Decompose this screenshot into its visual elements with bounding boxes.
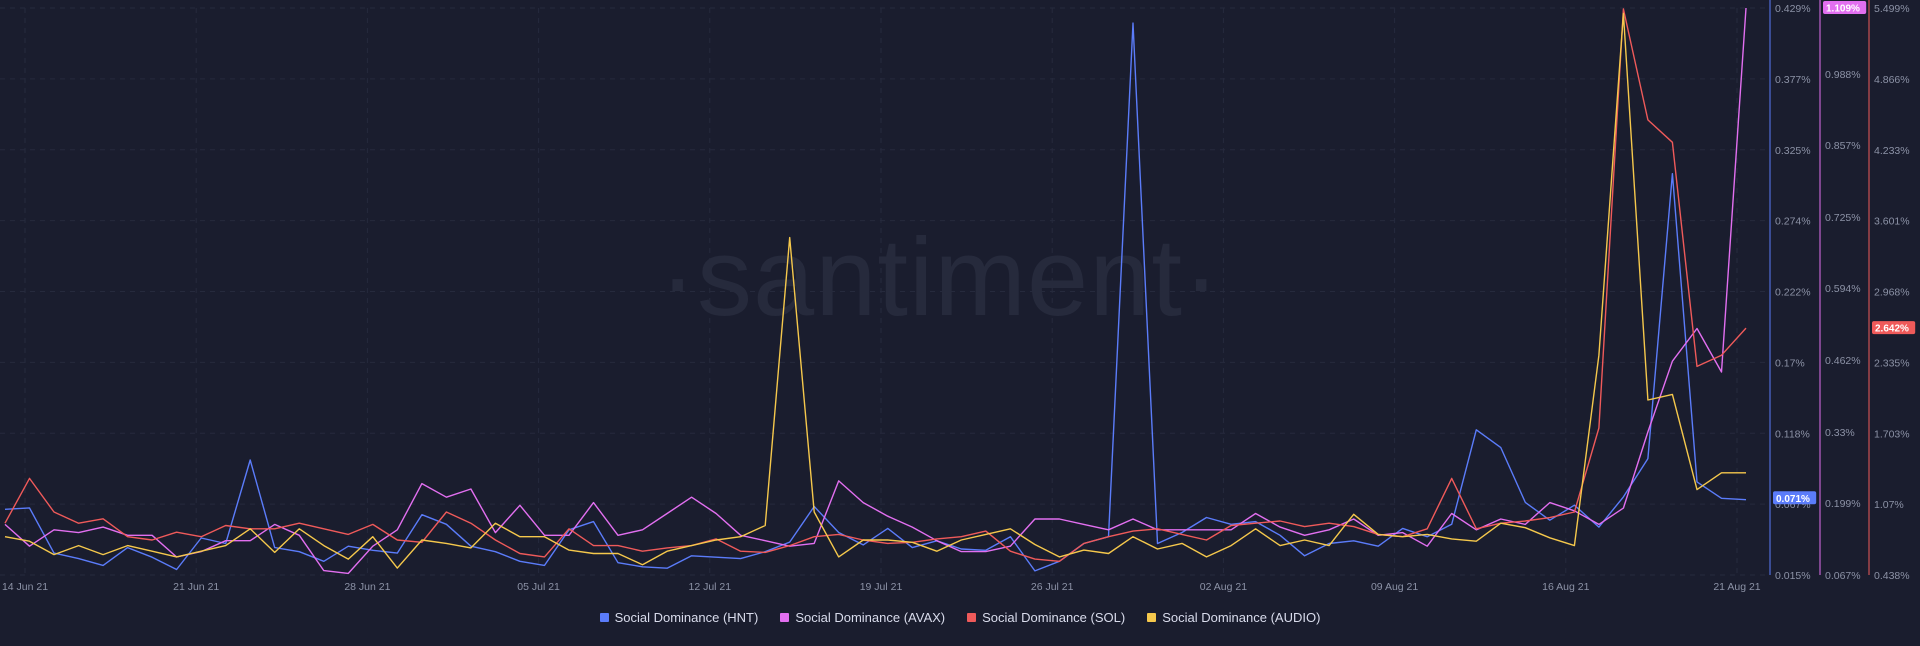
- legend-label: Social Dominance (SOL): [982, 610, 1126, 625]
- legend-label: Social Dominance (HNT): [614, 610, 759, 625]
- current-value-badge-avax: [1823, 1, 1867, 14]
- y-axes: 0.429% 0.377% 0.325% 0.274% 0.222% 0.17% 0.118…: [1769, 0, 1916, 582]
- y-tick-label-sol: 4.233%: [1874, 145, 1910, 157]
- y-tick-label-sol: 3.601%: [1874, 216, 1910, 228]
- current-value-label-avax: 1.109%: [1826, 4, 1860, 15]
- series-line-sol-3: [4, 12, 1746, 569]
- x-tick-label: 21 Aug 21: [1713, 581, 1760, 593]
- x-tick-label: 12 Jul 21: [688, 581, 731, 593]
- legend-item-hnt-0[interactable]: Social Dominance (HNT): [599, 610, 759, 625]
- santiment-watermark: ·santiment·: [659, 216, 1220, 339]
- x-tick-label: 28 Jun 21: [344, 581, 390, 593]
- y-tick-label-hnt: 0.325%: [1775, 145, 1811, 157]
- y-tick-label-avax: 0.725%: [1825, 212, 1861, 224]
- y-tick-label-sol: 2.335%: [1874, 357, 1910, 369]
- y-tick-label-avax: 0.067%: [1825, 570, 1861, 582]
- legend-swatch: [780, 613, 790, 622]
- y-tick-label-hnt: 0.222%: [1775, 287, 1811, 299]
- x-tick-label: 16 Aug 21: [1542, 581, 1589, 593]
- legend-item-sol-2[interactable]: Social Dominance (SOL): [967, 610, 1125, 625]
- y-tick-label-avax: 0.857%: [1825, 140, 1861, 152]
- x-tick-label: 09 Aug 21: [1371, 581, 1418, 593]
- x-tick-label: 14 Jun 21: [2, 581, 48, 593]
- y-tick-label-sol: 2.968%: [1874, 287, 1910, 299]
- y-tick-label-hnt: 0.274%: [1775, 216, 1811, 228]
- x-axis: 14 Jun 21 21 Jun 21 28 Jun 21 05 Jul 21 12 J…: [2, 581, 1761, 593]
- legend-item-sol-3[interactable]: Social Dominance (AUDIO): [1147, 610, 1320, 625]
- y-tick-label-sol: 1.07%: [1874, 499, 1904, 511]
- legend-item-avax-1[interactable]: Social Dominance (AVAX): [780, 610, 945, 625]
- grid: [0, 7, 1768, 576]
- series-lines: [4, 7, 1747, 575]
- y-tick-label-avax: 0.199%: [1825, 498, 1861, 510]
- y-tick-label-avax: 0.33%: [1825, 427, 1855, 439]
- y-tick-label-sol: 4.866%: [1874, 74, 1910, 86]
- current-value-label-hnt: 0.071%: [1776, 494, 1810, 505]
- current-value-badge-hnt: [1773, 491, 1817, 505]
- y-tick-label-hnt: 0.17%: [1775, 357, 1805, 369]
- y-tick-label-hnt: 0.429%: [1775, 3, 1811, 15]
- y-tick-label-sol: 0.438%: [1874, 570, 1910, 582]
- x-tick-label: 21 Jun 21: [173, 581, 219, 593]
- series-line-hnt-0: [4, 22, 1747, 572]
- y-tick-label-avax: 0.462%: [1825, 355, 1861, 367]
- y-tick-label-avax: 0.988%: [1825, 69, 1861, 81]
- x-tick-label: 05 Jul 21: [517, 581, 560, 593]
- y-tick-label-avax: 0.594%: [1825, 283, 1861, 295]
- series-line-sol-2: [4, 8, 1747, 562]
- current-value-label-sol: 2.642%: [1875, 324, 1909, 335]
- y-tick-label-sol: 1.703%: [1874, 428, 1910, 440]
- y-tick-label-hnt: 0.015%: [1775, 570, 1811, 582]
- x-tick-label: 02 Aug 21: [1200, 581, 1247, 593]
- legend-swatch: [1147, 613, 1157, 622]
- x-tick-label: 19 Jul 21: [860, 581, 903, 593]
- y-tick-label-hnt: 0.377%: [1775, 74, 1811, 86]
- legend-swatch: [967, 613, 977, 622]
- legend-label: Social Dominance (AVAX): [795, 610, 946, 625]
- legend-swatch: [599, 613, 609, 622]
- y-tick-label-sol: 5.499%: [1874, 3, 1910, 15]
- y-tick-label-hnt: 0.118%: [1775, 428, 1810, 440]
- x-tick-label: 26 Jul 21: [1031, 581, 1074, 593]
- legend-label: Social Dominance (AUDIO): [1162, 610, 1321, 625]
- current-value-badge-sol: [1872, 321, 1916, 335]
- legend: Social Dominance (HNT) Social Dominance (…: [0, 610, 1920, 625]
